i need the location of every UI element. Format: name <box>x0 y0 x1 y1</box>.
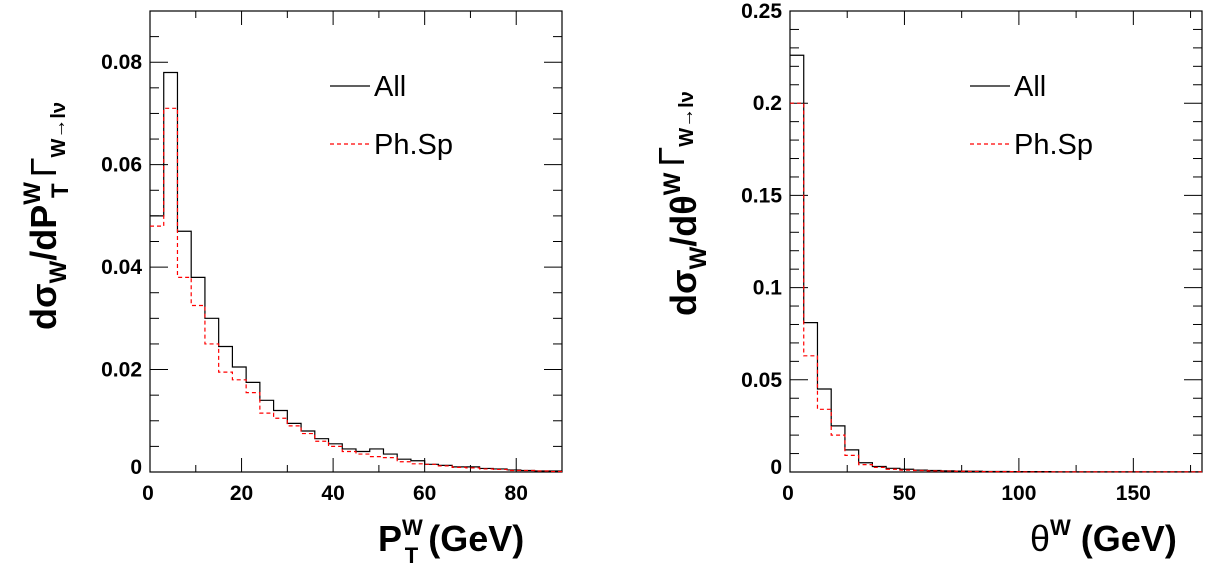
series-phsp-line <box>790 102 1202 473</box>
x-tick-label: 0 <box>142 482 154 505</box>
legend: All Ph.Sp <box>330 71 453 161</box>
histogram-series <box>790 54 1202 473</box>
series-all-line <box>790 54 1202 473</box>
pt-histogram-panel: 0 0.02 0.04 0.06 0.08 0 20 40 60 80 All Ph.Sp dσW/… <box>19 10 563 568</box>
x-tick-label: 40 <box>321 482 344 505</box>
y-tick-label: 0.05 <box>741 369 782 392</box>
x-axis-title: PW T (GeV) <box>378 515 524 568</box>
legend-label: All <box>374 71 406 103</box>
x-tick-label: 100 <box>1001 482 1036 505</box>
histogram-series <box>150 71 562 473</box>
legend-label: All <box>1014 71 1046 103</box>
y-tick-label: 0.02 <box>101 359 142 382</box>
x-tick-label: 150 <box>1116 482 1151 505</box>
axis-ticks: 0 0.02 0.04 0.06 0.08 0 20 40 60 80 <box>101 11 562 505</box>
y-axis-title: dσW/dPWTΓW→lν <box>19 102 74 330</box>
y-axis-title: dσW/dθWΓW→lν <box>651 91 712 316</box>
series-phsp-line <box>150 107 562 473</box>
y-tick-label: 0.04 <box>101 256 142 279</box>
y-tick-label: 0.25 <box>741 0 782 23</box>
x-tick-label: 0 <box>782 482 794 505</box>
y-tick-label: 0.08 <box>101 51 142 74</box>
theta-histogram-panel: 0 0.05 0.1 0.15 0.2 0.25 0 50 100 150 All Ph.Sp dσ… <box>651 0 1203 559</box>
legend-label: Ph.Sp <box>374 129 453 161</box>
x-tick-label: 80 <box>505 482 528 505</box>
y-tick-label: 0.15 <box>741 184 782 207</box>
x-tick-label: 20 <box>230 482 253 505</box>
plot-frame <box>789 10 1203 473</box>
x-tick-label: 60 <box>413 482 436 505</box>
legend-label: Ph.Sp <box>1014 129 1093 161</box>
axis-ticks: 0 0.05 0.1 0.15 0.2 0.25 0 50 100 150 <box>741 0 1202 505</box>
plot-frame <box>149 10 563 473</box>
x-axis-title: θW (GeV) <box>1030 515 1177 559</box>
x-tick-label: 50 <box>893 482 916 505</box>
y-tick-label: 0.2 <box>753 92 782 115</box>
legend: All Ph.Sp <box>970 71 1093 161</box>
y-tick-label: 0 <box>770 456 782 479</box>
y-tick-label: 0.1 <box>753 277 783 300</box>
series-all-line <box>150 71 562 472</box>
y-tick-label: 0 <box>130 456 142 479</box>
y-tick-label: 0.06 <box>101 154 142 177</box>
